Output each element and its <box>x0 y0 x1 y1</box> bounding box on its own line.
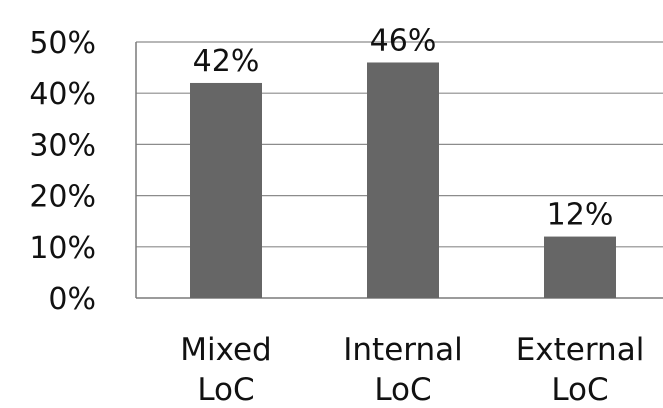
category-label: Mixed <box>180 332 272 368</box>
data-label: 12% <box>547 198 614 233</box>
category-label: Internal <box>343 332 462 368</box>
bar-0 <box>190 82 262 299</box>
category-label: External <box>516 332 645 368</box>
y-tick-label: 50% <box>29 26 96 61</box>
y-tick-label: 0% <box>48 282 96 317</box>
bar-2 <box>544 236 616 298</box>
data-label: 42% <box>193 44 260 79</box>
y-tick-label: 20% <box>29 180 96 215</box>
bar-1 <box>367 62 439 299</box>
y-tick-label: 10% <box>29 231 96 266</box>
data-labels: 42% 46% 12% <box>193 23 614 232</box>
y-tick-labels: 0% 10% 20% 30% 40% 50% <box>29 26 96 317</box>
data-label: 46% <box>370 23 437 58</box>
category-label: LoC <box>551 372 608 408</box>
y-tick-label: 30% <box>29 128 96 163</box>
y-tick-label: 40% <box>29 77 96 112</box>
category-label: LoC <box>197 372 254 408</box>
category-labels: Mixed LoC Internal LoC External LoC <box>180 332 644 408</box>
bars <box>190 62 616 299</box>
category-label: LoC <box>374 372 431 408</box>
